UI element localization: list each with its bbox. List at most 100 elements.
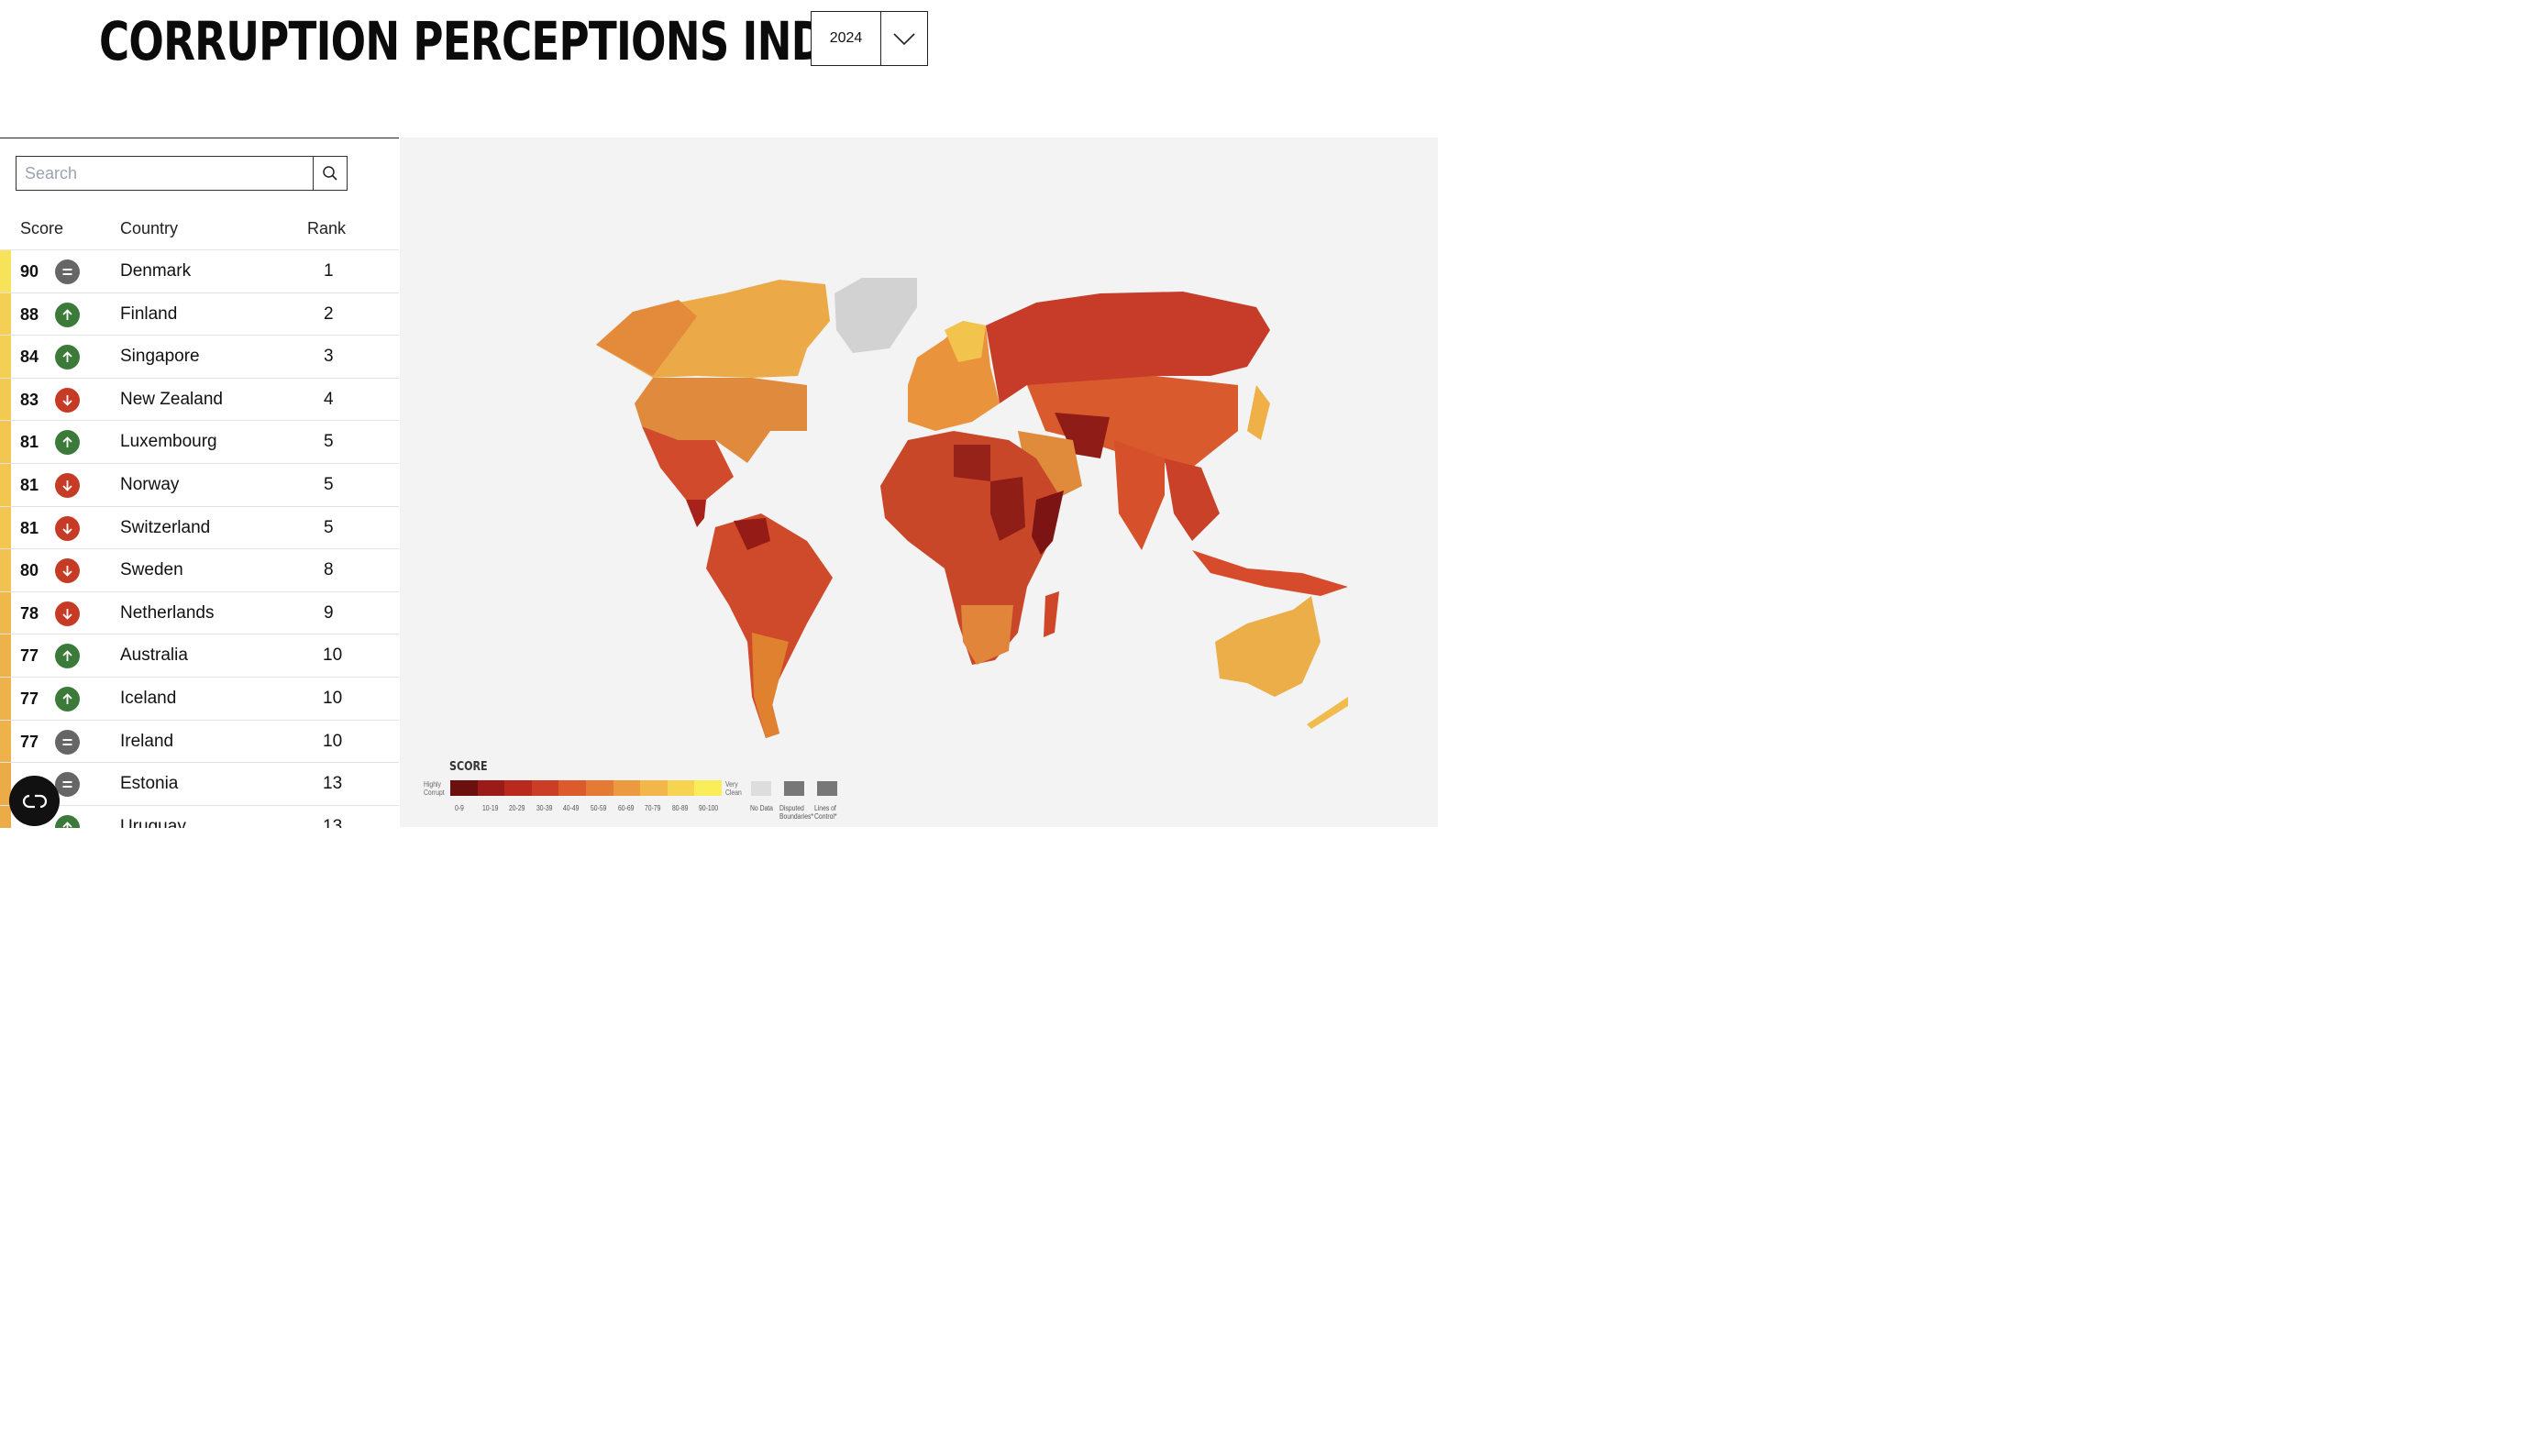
arrow-up-icon	[55, 345, 80, 370]
column-score[interactable]: Score	[20, 219, 64, 237]
table-row[interactable]: 81 Switzerland 5	[0, 506, 399, 550]
table-row[interactable]: 88 Finland 2	[0, 292, 399, 336]
row-rank: 2	[324, 303, 334, 324]
legend-no-data-label: No Data	[750, 804, 773, 812]
legend-swatch	[585, 780, 613, 796]
row-rank: 5	[324, 474, 334, 494]
arrow-down-icon	[55, 601, 80, 626]
arrow-up-icon	[55, 686, 80, 711]
score-color-bar	[0, 421, 11, 463]
year-value: 2024	[812, 12, 881, 65]
legend-swatch	[667, 780, 695, 796]
row-country: Australia	[120, 645, 188, 666]
arrow-down-icon	[55, 472, 80, 498]
arrow-down-icon	[55, 387, 80, 413]
legend-range-label: 60-69	[617, 804, 634, 812]
legend-range-label: 0-9	[455, 804, 464, 812]
table-row[interactable]: 90 Denmark 1	[0, 250, 399, 293]
table-row[interactable]: 78 Netherlands 9	[0, 591, 399, 635]
legend-range-label: 80-89	[671, 804, 689, 812]
row-score: 77	[20, 732, 39, 751]
row-country: Luxembourg	[120, 432, 217, 452]
table-row[interactable]: 84 Singapore 3	[0, 336, 399, 379]
table-row[interactable]: 81 Norway 5	[0, 463, 399, 507]
chevron-down-icon[interactable]	[881, 12, 927, 65]
legend-swatch	[694, 780, 722, 796]
row-score: 77	[20, 646, 39, 666]
arrow-up-icon	[55, 302, 80, 327]
row-score: 81	[20, 475, 39, 494]
chat-icon	[22, 794, 47, 808]
search-button[interactable]	[313, 157, 347, 190]
legend-low-label: Highly Corrupt	[424, 780, 445, 797]
world-map[interactable]	[400, 138, 1438, 827]
row-rank: 8	[324, 560, 334, 580]
chat-button[interactable]	[9, 776, 60, 826]
row-rank: 13	[323, 816, 343, 828]
table-row[interactable]: 77 Ireland 10	[0, 720, 399, 764]
legend-no-data-swatch	[751, 781, 771, 796]
table-row[interactable]: 81 Luxembourg 5	[0, 421, 399, 464]
score-color-bar	[0, 805, 11, 828]
legend-range-label: 10-19	[481, 804, 498, 812]
arrow-up-icon	[55, 814, 80, 828]
row-rank: 9	[324, 602, 334, 623]
column-country[interactable]: Country	[120, 219, 179, 237]
row-score: 81	[20, 433, 39, 452]
row-country: Singapore	[120, 347, 200, 367]
row-score: 81	[20, 518, 39, 537]
legend-title: SCORE	[449, 760, 488, 774]
row-country: Iceland	[120, 688, 177, 708]
row-score: 80	[20, 561, 39, 580]
row-country: Switzerland	[120, 517, 211, 537]
table-row[interactable]: 77 Iceland 10	[0, 677, 399, 721]
row-country: Netherlands	[120, 602, 215, 623]
legend-swatch	[477, 780, 505, 796]
row-rank: 3	[324, 347, 334, 367]
row-rank: 1	[324, 261, 334, 281]
row-rank: 10	[323, 645, 343, 666]
equal-icon	[55, 772, 80, 798]
legend-swatch	[531, 780, 559, 796]
row-country: Denmark	[120, 261, 192, 281]
arrow-up-icon	[55, 430, 80, 456]
world-map-graphic[interactable]	[400, 138, 1438, 827]
row-rank: 10	[323, 731, 343, 751]
legend-swatch	[558, 780, 586, 796]
row-score: 88	[20, 304, 39, 324]
table-row[interactable]: Uruguay 13	[0, 805, 399, 828]
row-score: 78	[20, 603, 39, 623]
legend-range-label: 50-59	[591, 804, 607, 812]
legend-range-label: 70-79	[645, 804, 661, 812]
legend-color-bar	[450, 780, 722, 796]
column-rank[interactable]: Rank	[307, 219, 347, 237]
row-country: Uruguay	[120, 816, 186, 828]
table-row[interactable]: 80 Sweden 8	[0, 549, 399, 592]
table-row[interactable]: Estonia 13	[0, 763, 399, 806]
legend-range-label: 40-49	[563, 804, 580, 812]
arrow-down-icon	[55, 558, 80, 584]
row-score: 83	[20, 390, 39, 409]
score-color-bar	[0, 336, 11, 378]
year-dropdown[interactable]: 2024	[811, 11, 928, 66]
score-color-bar	[0, 463, 11, 506]
ranking-panel: Score Country Rank 90Denmark188Finland28…	[0, 138, 399, 828]
score-color-bar	[0, 250, 11, 292]
score-color-bar	[0, 292, 11, 336]
table-header: Score Country Rank	[0, 217, 399, 250]
row-rank: 4	[324, 389, 334, 409]
row-rank: 5	[324, 432, 334, 452]
search-input[interactable]	[17, 157, 313, 190]
table-row[interactable]: 77 Australia 10	[0, 634, 399, 678]
row-rank: 5	[324, 517, 334, 537]
legend-high-label: Very Clean	[725, 780, 742, 797]
legend-disputed-label: Disputed Boundaries*	[779, 804, 814, 821]
row-country: Sweden	[120, 560, 183, 580]
row-country: Ireland	[120, 731, 174, 751]
legend-loc-swatch	[817, 781, 837, 796]
legend-swatch	[640, 780, 668, 796]
row-country: Finland	[120, 303, 178, 324]
legend-loc-label: Lines of Control*	[814, 804, 837, 821]
table-row[interactable]: 83 New Zealand 4	[0, 378, 399, 422]
row-country: Estonia	[120, 774, 179, 794]
